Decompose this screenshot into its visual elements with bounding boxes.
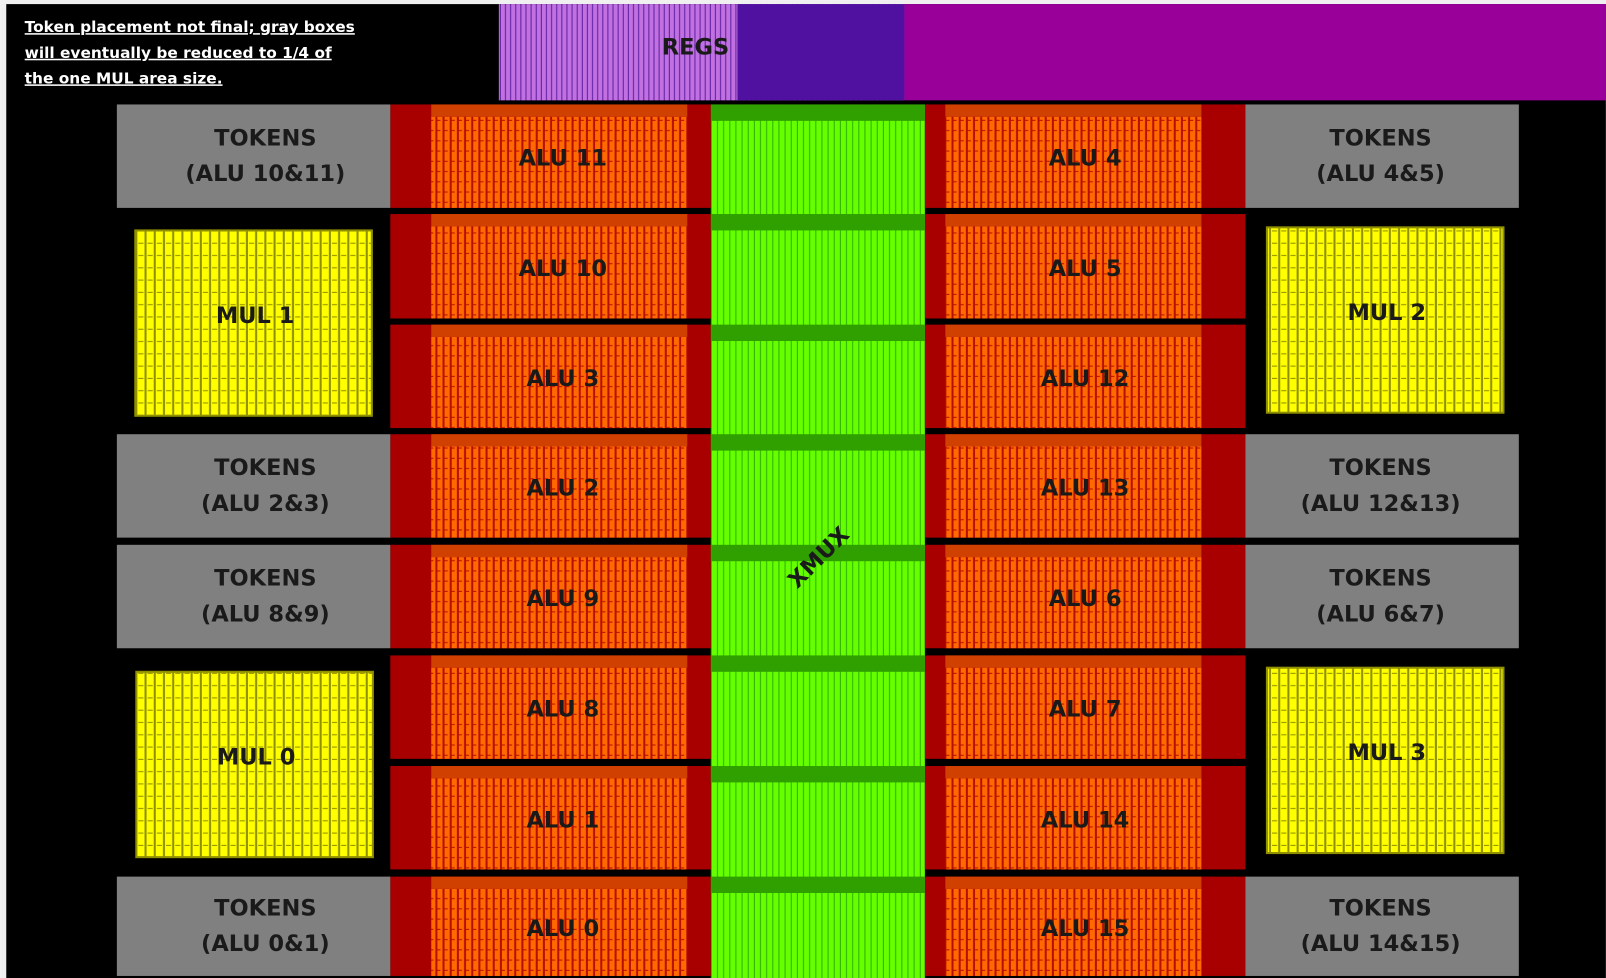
tokens-subtitle: (ALU 10&11) <box>185 161 345 187</box>
alu-label: ALU 9 <box>526 586 599 612</box>
tokens-subtitle: (ALU 8&9) <box>201 601 330 627</box>
alu-header <box>431 655 687 667</box>
alu-header <box>945 325 1201 337</box>
mul-label: MUL 0 <box>217 744 296 770</box>
alu-label: ALU 15 <box>1041 916 1129 942</box>
note-line: will eventually be reduced to 1/4 of <box>25 44 332 62</box>
page: {"note": {"lines": ["Token placement not… <box>0 0 1606 978</box>
note-line: the one MUL area size. <box>25 69 223 87</box>
tokens-block <box>117 434 390 537</box>
tokens-subtitle: (ALU 0&1) <box>201 931 330 957</box>
tokens-block <box>117 104 390 207</box>
alu-header <box>945 655 1201 667</box>
tokens-block <box>1245 104 1518 207</box>
tokens-block <box>117 545 390 648</box>
alu-header <box>945 877 1201 889</box>
alu-label: ALU 7 <box>1049 697 1122 723</box>
alu-label: ALU 4 <box>1049 146 1122 172</box>
note-line: Token placement not final; gray boxes <box>25 18 355 36</box>
alu-label: ALU 1 <box>526 807 599 833</box>
tokens-subtitle: (ALU 2&3) <box>201 491 330 517</box>
top-bar <box>904 4 1605 100</box>
tokens-block <box>117 877 390 976</box>
tokens-title: TOKENS <box>1329 895 1431 921</box>
tokens-subtitle: (ALU 14&15) <box>1301 931 1461 957</box>
alu-label: ALU 8 <box>526 697 599 723</box>
alu-label: ALU 13 <box>1041 476 1129 502</box>
alu-header <box>431 545 687 557</box>
chip-layout: ALU 11 ALU 10 ALU 3 ALU 2 ALU 9 ALU 8 ALU 1 ALU… <box>0 0 1606 978</box>
tokens-block <box>1245 545 1518 648</box>
tokens-title: TOKENS <box>214 455 316 481</box>
mul-label: MUL 3 <box>1347 740 1426 766</box>
alu-header <box>945 545 1201 557</box>
tokens-title: TOKENS <box>1329 455 1431 481</box>
regs-label: REGS <box>662 35 729 61</box>
alu-header <box>945 104 1201 116</box>
alu-header <box>945 766 1201 778</box>
mul-label: MUL 2 <box>1347 300 1426 326</box>
alu-label: ALU 5 <box>1049 256 1122 282</box>
alu-label: ALU 0 <box>526 916 599 942</box>
xmux-strip <box>711 877 925 893</box>
alu-header <box>431 214 687 226</box>
mul-label: MUL 1 <box>216 303 295 329</box>
alu-label: ALU 2 <box>526 476 599 502</box>
regs-block-dense <box>737 4 904 100</box>
alu-label: ALU 12 <box>1041 366 1129 392</box>
tokens-subtitle: (ALU 4&5) <box>1316 161 1445 187</box>
alu-header <box>431 434 687 446</box>
alu-label: ALU 6 <box>1049 586 1122 612</box>
alu-header <box>945 214 1201 226</box>
tokens-block <box>1245 877 1518 976</box>
alu-label: ALU 10 <box>519 256 607 282</box>
alu-header <box>431 766 687 778</box>
alu-header <box>431 325 687 337</box>
tokens-title: TOKENS <box>214 566 316 592</box>
alu-label: ALU 3 <box>526 366 599 392</box>
xmux-strip <box>711 104 925 120</box>
xmux-strip <box>711 766 925 782</box>
alu-header <box>431 877 687 889</box>
xmux-strip <box>711 434 925 450</box>
alu-label: ALU 14 <box>1041 807 1129 833</box>
xmux-strip <box>711 655 925 671</box>
xmux-strip <box>711 214 925 230</box>
xmux-strip <box>711 325 925 341</box>
tokens-title: TOKENS <box>214 125 316 151</box>
tokens-subtitle: (ALU 12&13) <box>1301 491 1461 517</box>
alu-label: ALU 11 <box>519 146 607 172</box>
tokens-block <box>1245 434 1518 537</box>
tokens-title: TOKENS <box>1329 566 1431 592</box>
tokens-title: TOKENS <box>214 895 316 921</box>
tokens-subtitle: (ALU 6&7) <box>1316 601 1445 627</box>
alu-header <box>431 104 687 116</box>
alu-header <box>945 434 1201 446</box>
tokens-title: TOKENS <box>1329 125 1431 151</box>
